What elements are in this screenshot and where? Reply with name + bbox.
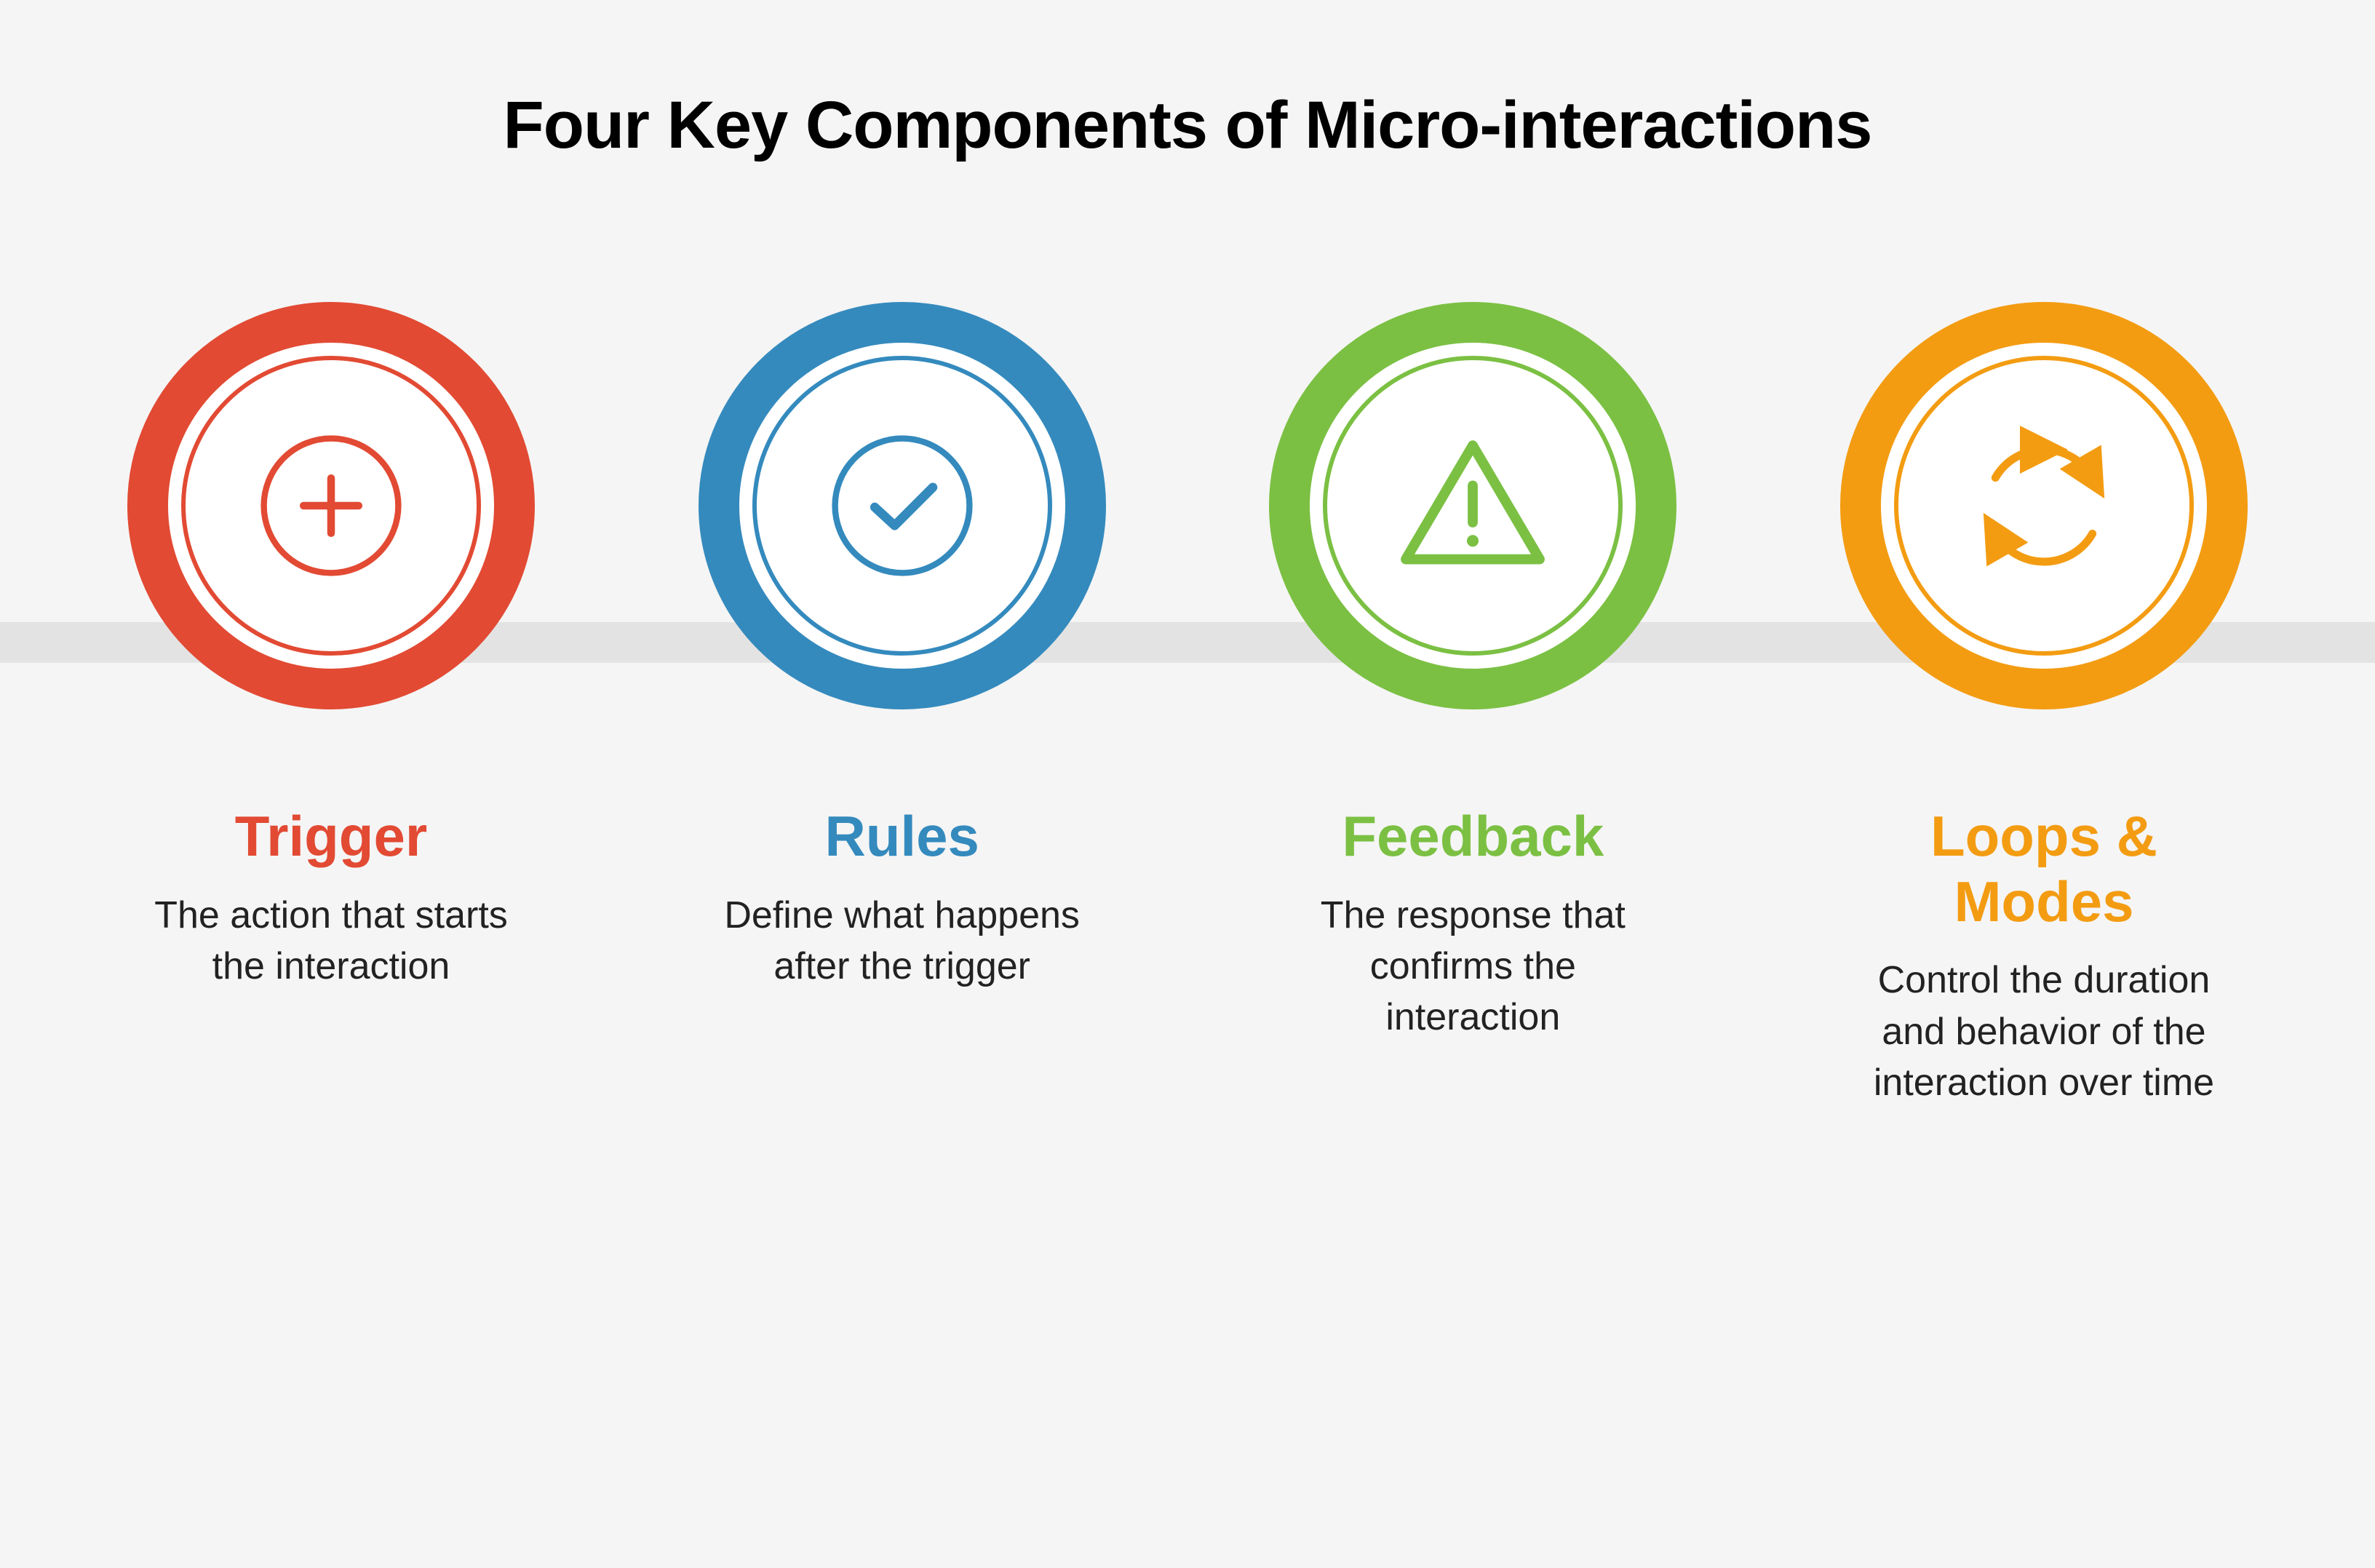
loops-modes-badge-inner bbox=[1894, 356, 2194, 656]
loops-modes-description: Control the duration and behavior of the… bbox=[1855, 955, 2233, 1108]
feedback-description: The response that confirms the interacti… bbox=[1284, 890, 1662, 1043]
loops-modes-badge bbox=[1840, 302, 2248, 709]
warning-triangle-icon bbox=[1389, 422, 1556, 589]
rules-title: Rules bbox=[713, 804, 1091, 869]
feedback-title: Feedback bbox=[1284, 804, 1662, 869]
rules-description: Define what happens after the trigger bbox=[713, 890, 1091, 992]
trigger-badge-inner bbox=[181, 356, 481, 656]
component-loops-modes: Loops & Modes Control the duration and b… bbox=[1840, 302, 2248, 1108]
component-trigger: Trigger The action that starts the inter… bbox=[127, 302, 535, 1108]
rules-badge bbox=[699, 302, 1106, 709]
feedback-badge-inner bbox=[1323, 356, 1623, 656]
trigger-badge bbox=[127, 302, 535, 709]
rules-text: Rules Define what happens after the trig… bbox=[699, 804, 1106, 992]
plus-circle-icon bbox=[255, 429, 407, 582]
trigger-description: The action that starts the interaction bbox=[142, 890, 520, 992]
component-rules: Rules Define what happens after the trig… bbox=[699, 302, 1106, 1108]
cycle-arrows-icon bbox=[1964, 426, 2124, 586]
feedback-text: Feedback The response that confirms the … bbox=[1269, 804, 1676, 1043]
loops-modes-title: Loops & Modes bbox=[1855, 804, 2233, 934]
trigger-text: Trigger The action that starts the inter… bbox=[127, 804, 535, 992]
rules-badge-inner bbox=[752, 356, 1052, 656]
trigger-title: Trigger bbox=[142, 804, 520, 869]
feedback-badge bbox=[1269, 302, 1676, 709]
loops-modes-text: Loops & Modes Control the duration and b… bbox=[1840, 804, 2248, 1108]
check-circle-icon bbox=[826, 429, 979, 582]
component-feedback: Feedback The response that confirms the … bbox=[1269, 302, 1676, 1108]
components-row: Trigger The action that starts the inter… bbox=[0, 302, 2375, 1108]
page-title: Four Key Components of Micro-interaction… bbox=[0, 0, 2375, 164]
